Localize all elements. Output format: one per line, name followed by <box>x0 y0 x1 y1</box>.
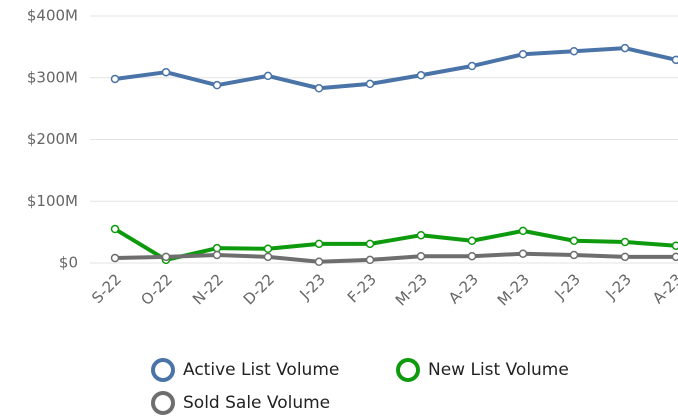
y-tick-label: $200M <box>27 130 78 148</box>
point <box>365 79 375 89</box>
legend-marker <box>151 358 175 382</box>
point <box>671 55 678 65</box>
x-tick-label: D-22 <box>240 270 278 308</box>
legend-label: New List Volume <box>428 360 569 380</box>
x-tick-label: S-22 <box>88 270 125 307</box>
x-tick-label: J-23 <box>296 270 330 304</box>
y-tick-label: $100M <box>27 192 78 210</box>
series-line <box>114 251 676 264</box>
point <box>263 71 273 81</box>
point <box>620 237 630 247</box>
y-tick-label: $400M <box>27 7 78 25</box>
point <box>569 250 579 260</box>
legend-marker <box>151 391 175 415</box>
point <box>467 61 477 71</box>
x-tick-label: J-23 <box>551 270 585 304</box>
point <box>110 253 120 263</box>
legend-label: Sold Sale Volume <box>183 393 330 413</box>
series-line <box>114 46 677 91</box>
point <box>314 239 324 249</box>
point <box>365 255 375 265</box>
point <box>569 46 579 56</box>
point <box>365 239 375 249</box>
y-tick-label: $300M <box>27 68 78 86</box>
x-tick-label: M-23 <box>392 270 431 309</box>
point <box>518 249 528 258</box>
point <box>620 252 630 262</box>
point <box>161 67 171 77</box>
x-tick-label: A-23 <box>445 270 482 307</box>
point <box>110 74 120 84</box>
x-tick-label: O-22 <box>137 270 176 309</box>
point <box>416 230 426 240</box>
series-line <box>113 227 677 262</box>
point <box>416 251 426 261</box>
point <box>671 241 678 250</box>
point <box>416 71 426 80</box>
point <box>212 80 222 90</box>
x-tick-label: A-23 <box>649 270 678 307</box>
x-tick-label: F-23 <box>344 270 380 306</box>
x-tick-label: M-23 <box>494 270 533 309</box>
x-tick-label: J-23 <box>602 270 636 304</box>
point <box>110 224 120 234</box>
point <box>314 83 324 93</box>
point <box>314 257 324 267</box>
point <box>212 250 222 260</box>
point <box>620 43 630 53</box>
x-tick-label: N-22 <box>189 270 227 308</box>
point <box>212 243 222 253</box>
legend-label: Active List Volume <box>183 360 339 380</box>
point <box>518 226 528 236</box>
legend-marker <box>396 358 420 382</box>
point <box>263 252 273 262</box>
point <box>263 244 273 254</box>
point <box>467 236 477 246</box>
y-tick-label: $0 <box>59 254 78 272</box>
point <box>569 236 579 246</box>
point <box>671 252 678 262</box>
point <box>467 251 477 261</box>
point <box>518 50 528 59</box>
point <box>161 252 171 262</box>
